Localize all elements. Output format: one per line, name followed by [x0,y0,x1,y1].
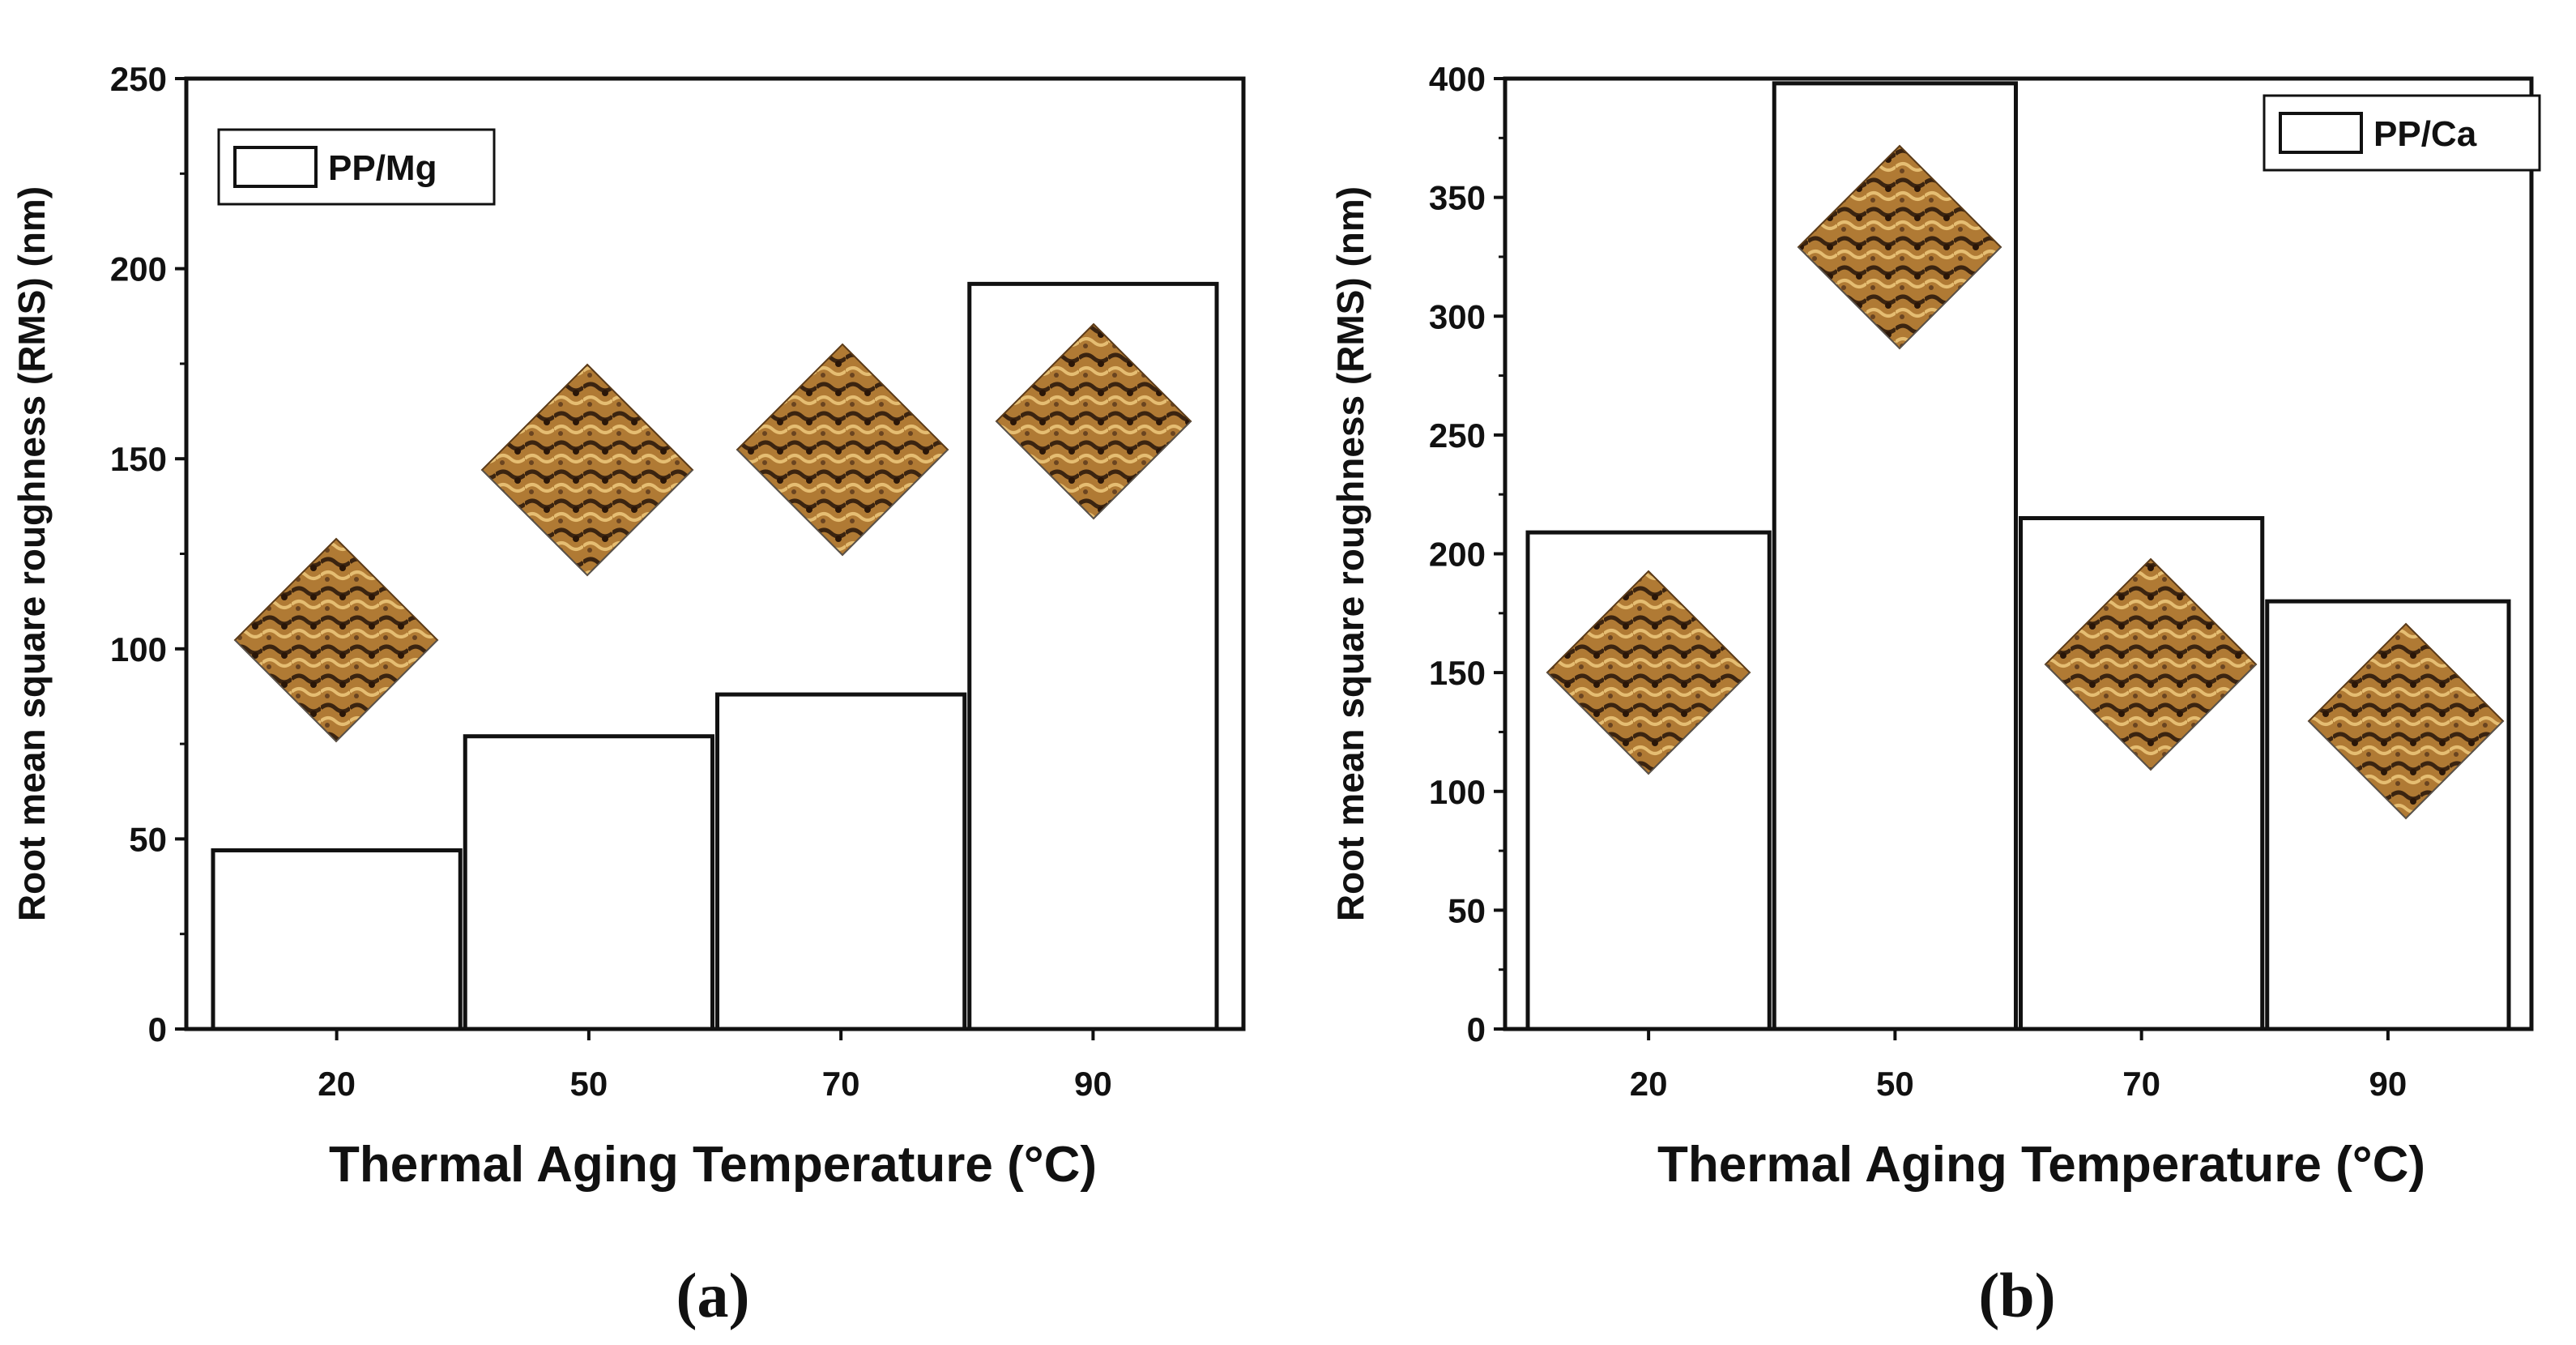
x-tick-label: 90 [1074,1065,1112,1103]
afm-axis-line [481,469,588,576]
x-axis-title: Thermal Aging Temperature (°C) [1657,1137,2425,1193]
y-axis-title: Root mean square roughness (RMS) (nm) [11,186,53,921]
bar [211,848,463,1031]
afm-axis-line [2405,720,2504,819]
afm-axis-line [1798,246,1900,349]
afm-axis-line [2150,664,2257,771]
x-tick-label: 50 [570,1065,608,1103]
x-tick-label: 70 [2122,1065,2160,1103]
afm-axis-line [586,469,693,576]
afm-axis-line [1093,421,1192,519]
afm-axis-line [736,449,843,556]
afm-surface-image [233,537,439,743]
y-tick-label: 100 [110,630,167,668]
x-tick-label: 20 [318,1065,356,1103]
afm-axis-line [1648,672,1751,775]
x-tick-label: 20 [1630,1065,1668,1103]
y-tick-label: 0 [1467,1010,1486,1048]
legend-label: PP/Mg [328,148,437,188]
x-tick-label: 90 [2369,1065,2408,1103]
afm-axis-line [996,421,1094,519]
bar [715,692,967,1031]
y-tick-label: 250 [1429,416,1486,455]
panel-a-chart: 0 50 100 150 200 250 20 50 70 90 PP/Mg Root mean sq… [11,60,1246,1330]
panel-b-chart: 0 50 100 150 200 250 300 350 400 20 50 70 90 PP/Ca Roo… [1329,60,2541,1330]
afm-axis-line [1899,246,2002,349]
y-tick-label: 0 [148,1010,167,1048]
panel-label: (a) [676,1260,750,1330]
legend-swatch [2279,112,2363,154]
legend-label: PP/Ca [2373,114,2477,154]
y-tick-label: 150 [110,440,167,478]
y-tick-label: 50 [1448,891,1486,929]
y-tick-label: 150 [1429,654,1486,692]
afm-axis-line [2308,720,2407,819]
panel-label: (b) [1978,1260,2055,1330]
y-tick-label: 250 [110,60,167,98]
y-tick-label: 100 [1429,773,1486,811]
y-axis-title: Root mean square roughness (RMS) (nm) [1329,186,1371,921]
x-tick-label: 50 [1876,1065,1914,1103]
bar [463,734,714,1031]
x-tick-label: 70 [822,1065,860,1103]
legend-swatch [233,146,318,188]
y-tick-label: 300 [1429,297,1486,335]
afm-surface-image [736,343,949,557]
y-tick-label: 350 [1429,179,1486,217]
y-tick-label: 200 [110,250,167,288]
afm-axis-line [1546,672,1649,775]
afm-axis-line [234,639,337,742]
y-tick-label: 50 [129,820,167,858]
afm-surface-image [480,363,694,577]
y-tick-label: 400 [1429,60,1486,98]
afm-axis-line [2045,664,2152,771]
x-axis-title: Thermal Aging Temperature (°C) [329,1137,1097,1193]
y-tick-label: 200 [1429,536,1486,574]
afm-axis-line [842,449,949,556]
afm-axis-line [335,639,438,742]
